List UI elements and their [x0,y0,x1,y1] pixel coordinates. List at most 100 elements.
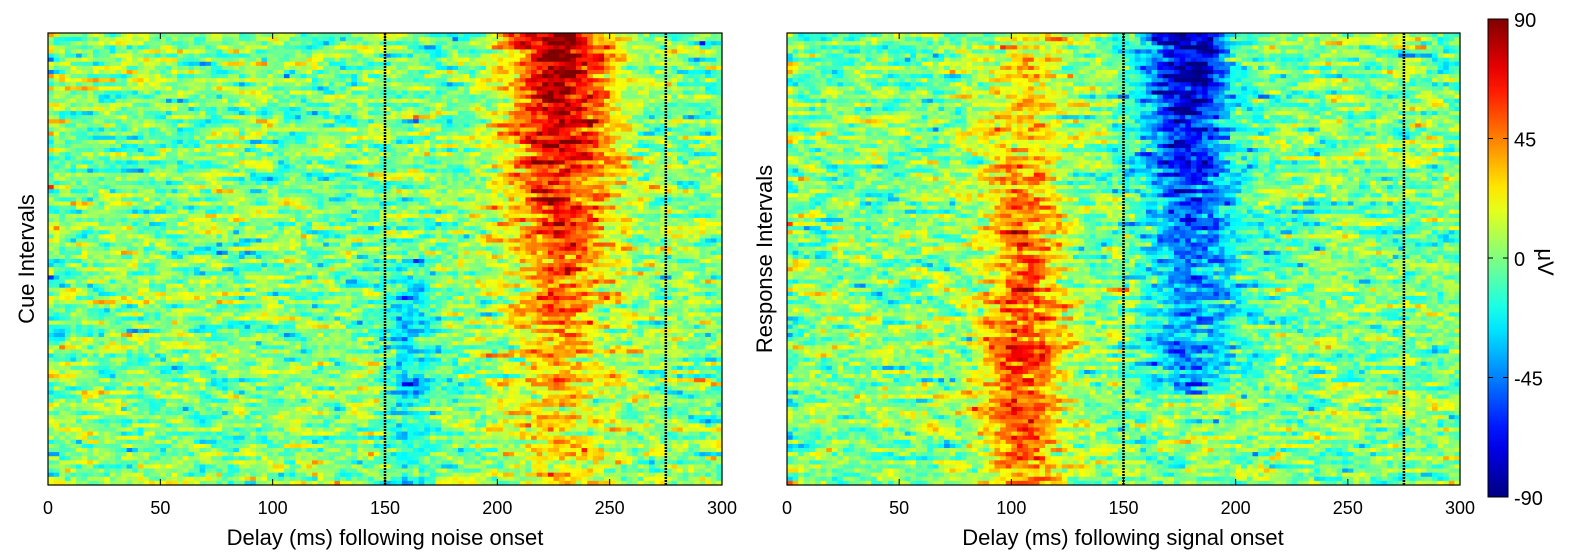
cue-heat-cell [463,111,470,116]
cue-heat-cell [362,143,369,149]
cue-heat-cell [446,152,453,157]
cue-heat-cell [255,176,263,182]
cue-heat-cell [165,152,173,157]
cue-heat-cell [604,61,611,67]
cue-heat-cell [261,111,268,116]
cue-heat-cell [401,65,409,71]
cue-heat-cell [424,111,431,116]
cue-heat-cell [429,90,437,96]
cue-heat-cell [525,61,532,67]
cue-heat-cell [340,90,347,96]
cue-heat-cell [53,152,60,157]
cue-heat-cell [165,82,173,88]
cue-heat-cell [480,41,487,46]
cue-heat-cell [486,176,493,182]
cue-heat-cell [250,168,257,174]
cue-heat-cell [385,197,392,203]
cue-heat-cell [671,185,678,190]
cue-heat-cell [452,33,459,38]
cue-heat-cell [210,82,218,88]
cue-heat-cell [222,148,229,153]
cue-heat-cell [87,57,94,63]
cue-heat-cell [620,33,628,38]
cue-heat-cell [81,193,88,198]
cue-heat-cell [458,106,465,112]
cue-heat-cell [604,135,611,141]
cue-heat-cell [519,180,527,186]
cue-heat-cell [458,168,465,174]
cue-heat-cell [283,119,291,124]
cue-heat-cell [559,78,566,83]
cue-heat-cell [137,197,145,203]
cue-heat-cell [295,193,302,198]
cue-heat-cell [502,33,510,38]
cue-heat-cell [317,102,324,108]
cue-heat-cell [564,193,571,198]
cue-heat-cell [115,106,122,112]
cue-heat-cell [317,143,324,149]
cue-heat-cell [98,119,105,124]
cue-heat-cell [429,106,437,112]
cue-heat-cell [547,37,555,42]
cue-heat-cell [463,33,470,38]
cue-heat-cell [609,90,616,96]
cue-heat-cell [401,82,409,88]
cue-heat-cell [379,111,386,116]
cue-heat-cell [385,86,392,92]
cue-heat-cell [660,82,667,88]
cue-heat-cell [160,74,167,79]
cue-heat-cell [244,102,251,108]
cue-heat-cell [295,135,302,141]
cue-heat-cell [165,189,173,194]
cue-heat-cell [199,131,206,137]
cue-heat-cell [429,148,437,153]
cue-heat-cell [194,45,201,51]
cue-heat-cell [227,90,234,96]
cue-heat-cell [351,82,358,88]
cue-heat-cell [547,152,555,157]
cue-heat-cell [643,41,650,46]
cue-heat-cell [497,111,504,116]
cue-heat-cell [233,197,240,203]
cue-heat-cell [648,98,656,104]
cue-heat-cell [160,123,167,129]
cue-heat-cell [311,185,319,190]
cue-heat-cell [693,53,701,59]
cue-heat-cell [643,53,650,59]
cue-heat-cell [216,82,223,88]
cue-heat-cell [255,57,263,63]
cue-heat-cell [121,98,128,104]
cue-heat-cell [278,61,285,67]
cue-heat-cell [441,143,448,149]
cue-heat-cell [244,193,251,198]
cue-heat-cell [413,176,420,182]
cue-heat-cell [222,123,229,129]
cue-heat-cell [137,98,145,104]
cue-heat-cell [295,82,302,88]
cue-heat-cell [514,74,521,79]
cue-heat-cell [654,37,661,42]
cue-heat-cell [413,49,420,55]
cue-heat-cell [222,53,229,59]
cue-heat-cell [413,131,420,137]
cue-heat-cell [632,53,639,59]
cue-heat-cell [317,189,324,194]
cue-heat-cell [413,180,420,186]
cue-heat-cell [368,119,375,124]
cue-heat-cell [143,49,150,55]
cue-heat-cell [205,57,212,63]
cue-heat-cell [609,172,616,178]
cue-heat-cell [429,201,437,207]
cue-heat-cell [458,139,465,145]
cue-heat-cell [446,139,453,145]
cue-heat-cell [648,45,656,51]
cue-heat-cell [564,65,571,71]
cue-heat-cell [474,74,482,79]
cue-heat-cell [435,131,442,137]
cue-heat-cell [261,123,268,129]
cue-heat-cell [272,49,279,55]
cue-heat-cell [328,156,336,161]
cue-heat-cell [278,86,285,92]
cue-heat-cell [334,61,341,67]
cue-heat-cell [171,57,178,63]
